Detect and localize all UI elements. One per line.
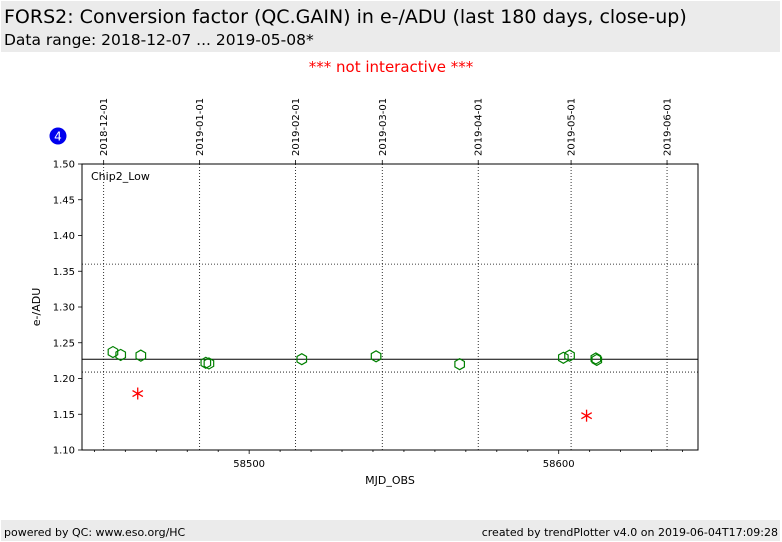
y-axis-label: e-/ADU bbox=[30, 288, 43, 327]
y-tick-label: 1.50 bbox=[53, 160, 75, 171]
data-point bbox=[370, 350, 382, 363]
data-point bbox=[296, 352, 308, 366]
y-tick-label: 1.35 bbox=[53, 267, 75, 278]
footer-created: created by trendPlotter v4.0 on 2019-06-… bbox=[481, 526, 778, 539]
axis-ticks: 1.10 1.15 1.20 1.25 1.30 1.35 1.40 1.45 1.50 5850… bbox=[53, 160, 683, 470]
date-tick-label: 2019-05-01 bbox=[567, 98, 578, 156]
x-axis-label: MJD_OBS bbox=[365, 474, 415, 487]
not-interactive-notice: *** not interactive *** bbox=[308, 58, 474, 76]
panel-label: Chip2_Low bbox=[91, 170, 150, 183]
data-point bbox=[454, 358, 466, 371]
outlier-stroke bbox=[132, 389, 144, 398]
data-range-subtitle: Data range: 2018-12-07 ... 2019-05-08* bbox=[4, 31, 314, 49]
y-tick-label: 1.10 bbox=[53, 446, 75, 457]
data-point bbox=[564, 349, 575, 362]
y-tick-label: 1.45 bbox=[53, 195, 75, 206]
y-tick-label: 1.40 bbox=[53, 231, 75, 242]
x-tick-label: 58500 bbox=[233, 459, 265, 470]
page-title: FORS2: Conversion factor (QC.GAIN) in e-… bbox=[4, 6, 687, 28]
outlier-point bbox=[132, 387, 144, 400]
data-point bbox=[135, 349, 147, 362]
outlier-point bbox=[581, 409, 593, 422]
data-point bbox=[591, 353, 603, 367]
y-tick-label: 1.15 bbox=[53, 410, 75, 421]
data-point bbox=[203, 357, 215, 370]
y-tick-label: 1.20 bbox=[53, 374, 75, 385]
x-tick-label: 58600 bbox=[543, 459, 575, 470]
data-point bbox=[557, 351, 569, 364]
alert-badge bbox=[49, 127, 67, 145]
date-tick-label: 2019-04-01 bbox=[474, 98, 485, 156]
data-point bbox=[107, 345, 119, 359]
grid-layer bbox=[103, 164, 668, 450]
reference-lines bbox=[82, 263, 698, 373]
date-tick-label: 2019-06-01 bbox=[663, 98, 674, 156]
date-ticks: 2018-12-01 2019-01-01 2019-02-01 2019-03-01… bbox=[99, 98, 673, 156]
header-bar bbox=[1, 1, 780, 52]
data-point bbox=[115, 348, 127, 362]
footer-bar bbox=[1, 520, 780, 541]
footer-credit: powered by QC: www.eso.org/HC bbox=[4, 526, 186, 539]
alert-badge-count: 4 bbox=[54, 130, 62, 144]
data-point bbox=[200, 356, 212, 369]
data-marks bbox=[107, 345, 603, 422]
plot-frame bbox=[81, 163, 699, 451]
date-tick-label: 2018-12-01 bbox=[99, 98, 110, 156]
date-tick-label: 2019-03-01 bbox=[378, 98, 389, 156]
data-point bbox=[590, 352, 602, 365]
y-tick-label: 1.25 bbox=[53, 338, 75, 349]
date-tick-label: 2019-01-01 bbox=[195, 98, 206, 156]
outlier-stroke bbox=[581, 412, 593, 420]
date-tick-label: 2019-02-01 bbox=[291, 98, 302, 156]
y-tick-label: 1.30 bbox=[53, 303, 75, 314]
